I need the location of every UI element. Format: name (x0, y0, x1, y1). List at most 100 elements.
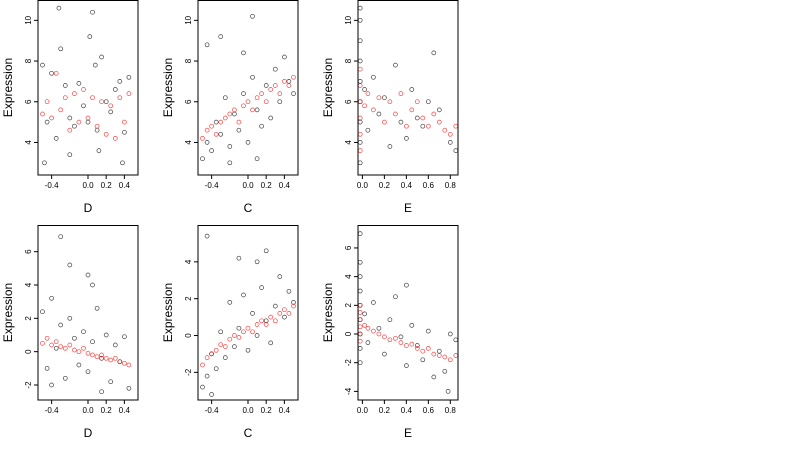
data-point (67, 127, 73, 133)
data-point (236, 335, 242, 340)
data-point (268, 87, 274, 92)
data-point (409, 107, 415, 113)
x-tick-label: 0.0 (357, 406, 369, 415)
data-point (72, 335, 77, 341)
x-tick-label: -0.4 (205, 406, 219, 415)
data-point (76, 119, 82, 125)
y-tick-label: 4 (184, 140, 193, 145)
y-tick-label: 6 (344, 245, 353, 250)
data-point (241, 329, 246, 335)
data-point (250, 311, 255, 316)
data-point (250, 74, 255, 80)
data-point (277, 311, 283, 316)
data-point (209, 123, 214, 129)
data-point (53, 70, 59, 76)
data-point (213, 131, 219, 137)
data-point (44, 119, 50, 125)
data-point (357, 331, 363, 337)
data-point (268, 314, 274, 320)
data-point (112, 136, 118, 141)
plot-frame (357, 0, 459, 176)
data-point (67, 262, 73, 268)
data-point (357, 38, 363, 44)
data-point (282, 307, 287, 313)
y-tick-label: 2 (184, 296, 193, 301)
data-point (90, 352, 95, 358)
x-axis-title: D (84, 426, 93, 440)
data-point (227, 300, 233, 305)
x-tick-label: 0.2 (379, 406, 391, 415)
x-axis-title: E (404, 426, 412, 440)
data-point (365, 325, 371, 331)
data-point (398, 91, 404, 96)
data-point (204, 140, 210, 145)
data-point (404, 136, 409, 141)
data-point (81, 345, 86, 351)
data-point (371, 74, 376, 80)
data-point (218, 342, 224, 348)
x-tick-label: 0.2 (101, 181, 113, 190)
data-point (436, 107, 442, 113)
data-point (263, 322, 269, 327)
data-point (263, 99, 269, 105)
y-tick-label: 4 (24, 140, 33, 145)
data-point (53, 345, 59, 351)
data-point (387, 317, 393, 323)
data-point (268, 115, 274, 121)
y-tick-label: 2 (344, 303, 353, 308)
data-point (94, 354, 100, 360)
plot-frame (197, 225, 299, 401)
data-point (365, 91, 371, 96)
data-point (286, 311, 292, 316)
data-point (58, 344, 64, 350)
data-point (112, 87, 118, 92)
data-point (362, 323, 367, 328)
y-tick-label: 8 (24, 58, 33, 63)
data-point (58, 107, 64, 113)
data-point (425, 123, 431, 129)
data-point (42, 160, 47, 166)
data-point (200, 136, 205, 141)
data-point (126, 362, 132, 368)
data-point (393, 294, 398, 300)
data-point (90, 282, 95, 288)
data-point (254, 322, 260, 327)
data-point (200, 362, 205, 368)
data-point (40, 309, 45, 315)
data-point (120, 160, 125, 166)
data-point (357, 346, 363, 351)
data-point (204, 42, 210, 48)
data-point (126, 91, 132, 96)
data-point (393, 111, 398, 117)
plot-frame (357, 225, 459, 401)
y-tick-label: -2 (344, 359, 353, 367)
data-point (357, 338, 363, 344)
data-point (76, 81, 82, 86)
y-axis-title: Expression (321, 283, 335, 342)
data-point (92, 62, 98, 68)
data-point (357, 119, 363, 125)
data-point (204, 127, 210, 133)
data-point (357, 274, 363, 279)
data-point (436, 119, 442, 125)
data-point (40, 111, 45, 117)
data-point (209, 351, 214, 357)
data-point (222, 344, 228, 349)
data-point (99, 54, 104, 60)
data-point (282, 54, 287, 60)
data-point (357, 360, 363, 366)
y-tick-label: 4 (344, 140, 353, 145)
data-point (218, 329, 224, 335)
data-point (376, 331, 382, 337)
data-point (218, 131, 224, 137)
data-point (291, 303, 296, 309)
x-tick-label: 0.0 (242, 181, 254, 190)
data-point (250, 13, 255, 19)
data-point (44, 365, 50, 371)
data-point (58, 234, 64, 240)
data-point (387, 144, 393, 149)
data-point (259, 318, 264, 324)
y-axis-title: Expression (161, 58, 175, 117)
data-point (108, 103, 114, 109)
data-point (103, 355, 109, 361)
